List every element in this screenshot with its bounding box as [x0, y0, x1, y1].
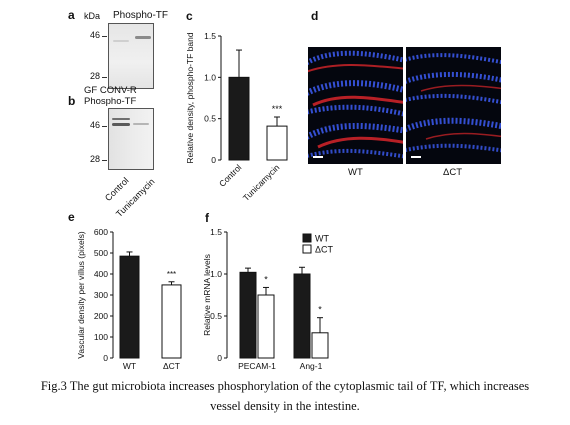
chart-e-bar: [161, 284, 182, 359]
chart-c-y-tick-label: 1.5: [204, 31, 216, 41]
blot-b-marker-28: 28: [90, 154, 101, 164]
chart-c-x-tick-label: Control: [217, 162, 244, 189]
chart-e-y-tick-label: 600: [94, 227, 108, 237]
blot-b-tick-28: [102, 160, 107, 161]
panel-c-label: c: [186, 9, 193, 23]
chart-e-y-tick-label: 500: [94, 248, 108, 258]
chart-f-significance: *: [318, 305, 322, 315]
chart-e-y-tick-label: 200: [94, 311, 108, 321]
chart-e-x-tick-label: WT: [123, 361, 136, 371]
blot-b-band-tunicamycin: [133, 123, 149, 125]
chart-c-y-tick-label: 1.0: [204, 72, 216, 82]
chart-e-x-tick-label: ΔCT: [163, 361, 180, 371]
chart-f-bar: [239, 271, 257, 359]
blot-b-marker-46: 46: [90, 120, 101, 130]
micrograph-wt-image: [308, 50, 403, 159]
kda-unit-label: kDa: [84, 11, 101, 21]
figure-caption: Fig.3 The gut microbiota increases phosp…: [0, 376, 570, 416]
chart-f-significance: *: [264, 274, 268, 284]
blot-b-tick-46: [102, 126, 107, 127]
panel-a-label: a: [68, 8, 75, 22]
blot-a-tick-28: [102, 77, 107, 78]
figure-caption-line1: Fig.3 The gut microbiota increases phosp…: [40, 379, 530, 393]
blot-b-band-control: [112, 123, 130, 126]
blot-a-band-faint: [113, 40, 129, 42]
chart-f-y-tick-label: 1.0: [210, 269, 222, 279]
chart-c-bar: [228, 76, 250, 161]
chart-f-legend-swatch: [302, 233, 312, 243]
chart-f-x-tick-label: Ang-1: [300, 361, 323, 371]
chart-c-y-tick-label: 0: [211, 155, 216, 165]
scale-bar-wt: [313, 156, 323, 158]
chart-e-significance: ***: [167, 270, 176, 279]
micrograph-wt-caption: WT: [348, 167, 363, 178]
chart-e-bar: [119, 255, 140, 359]
blot-b-membrane: [108, 108, 154, 170]
micrograph-dct-image: [406, 53, 501, 153]
panel-f-label: f: [205, 211, 209, 225]
chart-f-bar: [311, 332, 329, 359]
chart-e-y-tick-label: 400: [94, 269, 108, 279]
chart-e-y-tick-label: 0: [103, 353, 108, 363]
chart-c-x-tick-label: Tunicamycin: [241, 162, 282, 203]
chart-f-legend-swatch: [302, 244, 312, 254]
chart-c-y-tick-label: 0.5: [204, 114, 216, 124]
panel-b-label: b: [68, 94, 76, 108]
micrograph-wt: [308, 47, 403, 164]
blot-a-marker-28: 28: [90, 71, 101, 81]
blot-b-title-line1: GF CONV-R: [84, 85, 137, 96]
micrograph-dct: [406, 47, 501, 164]
blot-b-band-control-upper: [112, 118, 130, 120]
blot-a-marker-46: 46: [90, 30, 101, 40]
chart-c-y-axis-label: Relative density, phospho-TF band: [185, 32, 195, 163]
chart-f-y-tick-label: 1.5: [210, 227, 222, 237]
panel-d-label: d: [311, 9, 319, 23]
blot-a-membrane: [108, 23, 154, 89]
chart-f-bar: [293, 273, 311, 359]
chart-f-y-tick-label: 0.5: [210, 311, 222, 321]
scale-bar-dct: [411, 156, 421, 158]
blot-a-band: [135, 36, 151, 39]
chart-f-bar: [257, 294, 275, 359]
blot-a-title: Phospho-TF: [113, 10, 169, 21]
chart-f-legend-label: ΔCT: [315, 245, 334, 255]
blot-b-title-line2: Phospho-TF: [84, 96, 137, 107]
chart-e-y-tick-label: 100: [94, 332, 108, 342]
blot-a-tick-46: [102, 36, 107, 37]
chart-f-legend-label: WT: [315, 234, 329, 244]
chart-f-x-tick-label: PECAM-1: [238, 361, 276, 371]
chart-f-y-tick-label: 0: [217, 353, 222, 363]
chart-e-y-tick-label: 300: [94, 290, 108, 300]
figure-caption-line2: vessel density in the intestine.: [210, 399, 360, 413]
chart-c-significance: ***: [272, 104, 283, 114]
micrograph-dct-caption: ΔCT: [443, 167, 463, 178]
chart-c-bar: [266, 125, 288, 161]
panel-e-label: e: [68, 210, 75, 224]
chart-e-y-axis-label: Vascular density per villus (pixels): [76, 231, 86, 359]
chart-f-y-axis-label: Relative mRNA levels: [202, 254, 212, 336]
